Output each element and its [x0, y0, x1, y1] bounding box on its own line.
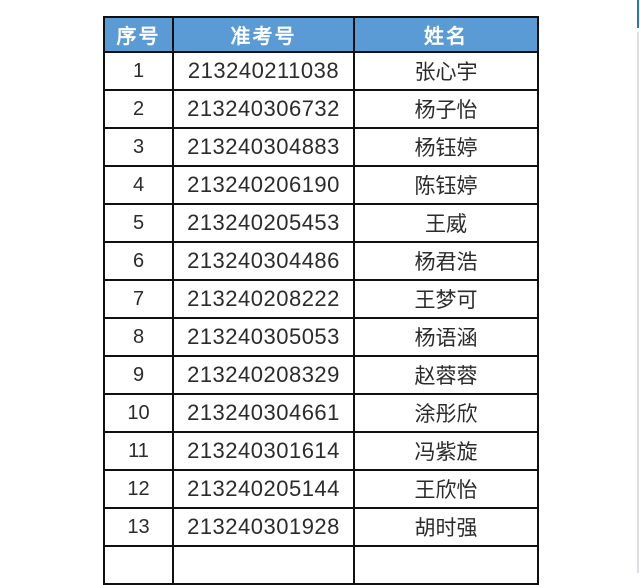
cell-name: 杨君浩 [353, 241, 539, 281]
cell-serial: 10 [103, 393, 174, 433]
col-header-serial: 序号 [103, 16, 174, 53]
cell-exam-number: 213240205453 [172, 203, 355, 243]
cell-exam-number: 213240211038 [172, 51, 355, 91]
cell-name: 胡时强 [353, 507, 539, 547]
cell-name: 冯紫旋 [353, 431, 539, 471]
cell-exam-number [172, 545, 355, 585]
header-row: 序号 准考号 姓名 [103, 16, 539, 53]
cell-name [353, 545, 539, 585]
cell-name: 赵蓉蓉 [353, 355, 539, 395]
adjacent-table-border-sliver [637, 32, 639, 573]
table-row: 5 213240205453 王威 [103, 203, 539, 243]
cell-exam-number: 213240206190 [172, 165, 355, 205]
table-row: 8 213240305053 杨语涵 [103, 317, 539, 357]
cell-name: 王梦可 [353, 279, 539, 319]
adjacent-table-header-sliver [637, 0, 639, 28]
cell-serial: 13 [103, 507, 174, 547]
table-row: 11 213240301614 冯紫旋 [103, 431, 539, 471]
cell-serial: 11 [103, 431, 174, 471]
table-row: 10 213240304661 涂彤欣 [103, 393, 539, 433]
cell-exam-number: 213240304883 [172, 127, 355, 167]
cell-serial: 5 [103, 203, 174, 243]
cell-name: 陈钰婷 [353, 165, 539, 205]
cell-serial: 2 [103, 89, 174, 129]
table-row: 12 213240205144 王欣怡 [103, 469, 539, 509]
cell-serial: 7 [103, 279, 174, 319]
cell-exam-number: 213240301928 [172, 507, 355, 547]
cell-serial: 8 [103, 317, 174, 357]
cell-serial: 4 [103, 165, 174, 205]
cell-serial: 6 [103, 241, 174, 281]
cell-exam-number: 213240304661 [172, 393, 355, 433]
cell-serial [103, 545, 174, 585]
cell-serial: 1 [103, 51, 174, 91]
table-row-partial [103, 545, 539, 585]
table-row: 6 213240304486 杨君浩 [103, 241, 539, 281]
cell-serial: 9 [103, 355, 174, 395]
cell-serial: 12 [103, 469, 174, 509]
cell-exam-number: 213240205144 [172, 469, 355, 509]
col-header-exam-number: 准考号 [172, 16, 355, 53]
cell-name: 杨子怡 [353, 89, 539, 129]
cell-name: 王威 [353, 203, 539, 243]
cell-exam-number: 213240208222 [172, 279, 355, 319]
table-row: 1 213240211038 张心宇 [103, 51, 539, 91]
table-row: 7 213240208222 王梦可 [103, 279, 539, 319]
table-row: 9 213240208329 赵蓉蓉 [103, 355, 539, 395]
exam-candidate-table: 序号 准考号 姓名 1 213240211038 张心宇 2 213240306… [103, 16, 539, 585]
cell-name: 张心宇 [353, 51, 539, 91]
cell-exam-number: 213240305053 [172, 317, 355, 357]
cell-name: 涂彤欣 [353, 393, 539, 433]
col-header-name: 姓名 [353, 16, 539, 53]
cell-name: 杨钰婷 [353, 127, 539, 167]
cell-serial: 3 [103, 127, 174, 167]
table-row: 4 213240206190 陈钰婷 [103, 165, 539, 205]
cell-name: 王欣怡 [353, 469, 539, 509]
cell-exam-number: 213240304486 [172, 241, 355, 281]
cell-name: 杨语涵 [353, 317, 539, 357]
table-row: 2 213240306732 杨子怡 [103, 89, 539, 129]
table-row: 3 213240304883 杨钰婷 [103, 127, 539, 167]
cell-exam-number: 213240306732 [172, 89, 355, 129]
cell-exam-number: 213240208329 [172, 355, 355, 395]
table-row: 13 213240301928 胡时强 [103, 507, 539, 547]
cell-exam-number: 213240301614 [172, 431, 355, 471]
